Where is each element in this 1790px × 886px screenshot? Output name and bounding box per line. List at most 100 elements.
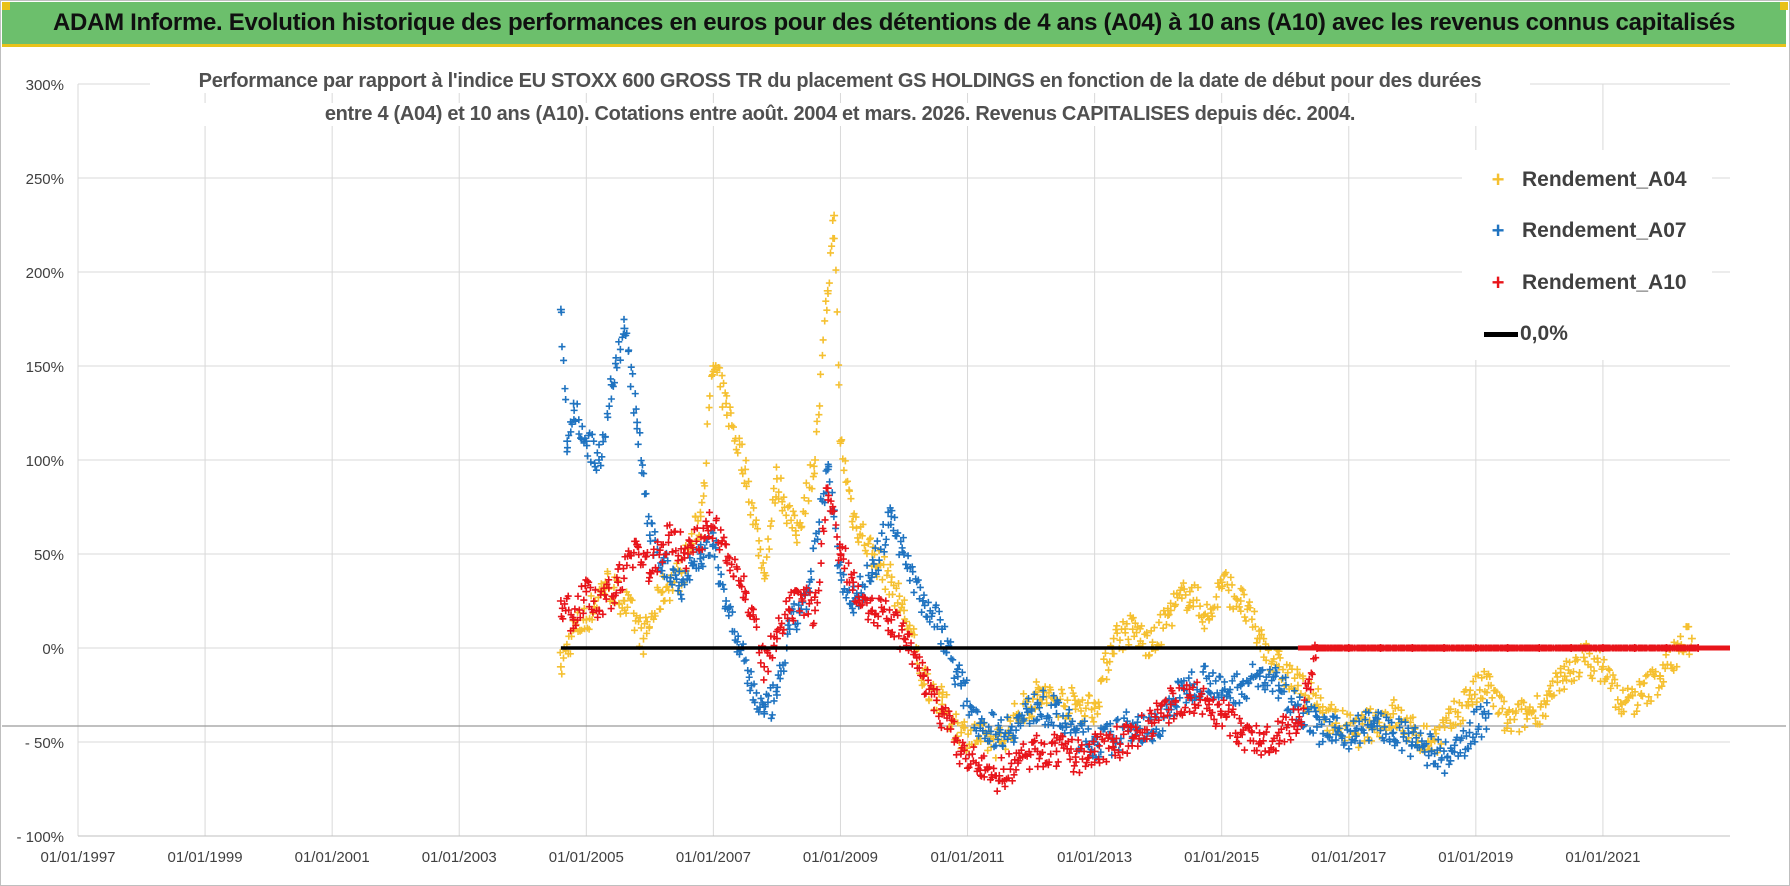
scatter-point-a10 (728, 560, 736, 568)
scatter-point-a04 (813, 417, 821, 425)
scatter-point-a10 (1259, 737, 1267, 745)
scatter-point-a10 (874, 622, 882, 630)
scatter-point-a07 (1223, 692, 1231, 700)
scatter-point-a07 (645, 513, 653, 521)
scatter-point-a04 (1180, 585, 1188, 593)
scatter-point-a04 (1085, 692, 1093, 700)
scatter-point-a10 (642, 552, 650, 560)
scatter-point-a10 (1225, 701, 1233, 709)
scatter-point-a10 (827, 497, 835, 505)
scatter-point-a10 (665, 538, 672, 546)
scatter-point-a04 (1129, 614, 1137, 622)
scatter-point-a04 (881, 585, 889, 593)
scatter-point-a07 (1322, 715, 1330, 723)
scatter-point-a10 (607, 605, 615, 613)
scatter-point-a04 (1232, 595, 1240, 603)
scatter-point-a10 (685, 536, 693, 544)
scatter-point-a07 (706, 551, 714, 559)
scatter-point-a07 (1226, 686, 1234, 694)
scatter-point-a07 (1173, 703, 1181, 711)
data-point-a04 (1166, 606, 1175, 615)
scatter-point-a07 (1206, 680, 1214, 688)
scatter-point-a07 (1427, 732, 1435, 740)
scatter-point-a07 (973, 708, 981, 716)
data-point-a04 (830, 211, 839, 220)
scatter-point-a04 (1498, 693, 1506, 701)
scatter-point-a04 (666, 596, 674, 604)
scatter-point-a10 (1299, 704, 1307, 712)
scatter-point-a04 (884, 567, 892, 575)
data-point-a07 (582, 437, 591, 446)
scatter-point-a04 (1246, 604, 1254, 612)
scatter-point-a07 (1243, 694, 1251, 702)
scatter-point-a04 (1560, 662, 1568, 670)
scatter-point-a07 (1467, 740, 1475, 748)
scatter-point-a10 (1186, 708, 1194, 716)
scatter-point-a04 (889, 590, 897, 598)
scatter-point-a10 (789, 617, 797, 625)
scatter-point-a10 (1164, 711, 1172, 719)
data-point-a04 (556, 662, 565, 671)
scatter-point-a04 (1431, 737, 1439, 745)
data-point-a04 (1332, 719, 1341, 728)
scatter-point-a07 (560, 356, 568, 364)
scatter-point-a10 (821, 516, 829, 524)
y-tick-label: 250% (26, 171, 64, 188)
scatter-point-a07 (1326, 733, 1334, 741)
scatter-point-a10 (933, 686, 941, 694)
scatter-point-a10 (1004, 774, 1012, 782)
scatter-point-a10 (805, 600, 813, 608)
scatter-point-a07 (1008, 723, 1016, 731)
scatter-point-a10 (923, 666, 931, 674)
scatter-point-a04 (1667, 661, 1675, 669)
scatter-point-a04 (1611, 676, 1619, 684)
scatter-point-a10 (921, 690, 929, 698)
scatter-point-a10 (1116, 740, 1124, 748)
data-point-a07 (645, 531, 654, 540)
scatter-point-a04 (772, 463, 780, 471)
scatter-point-a04 (1193, 596, 1201, 604)
legend-item-a07: + Rendement_A07 (1484, 216, 1687, 246)
scatter-point-a07 (1012, 726, 1020, 734)
scatter-point-a10 (1305, 675, 1313, 683)
scatter-point-a10 (803, 584, 811, 592)
data-point-a10 (1166, 700, 1175, 709)
scatter-point-a04 (1507, 727, 1515, 735)
scatter-point-a10 (785, 605, 793, 613)
scatter-point-a07 (972, 727, 980, 735)
scatter-point-a07 (1288, 698, 1296, 706)
scatter-point-a07 (607, 375, 615, 383)
scatter-point-a04 (1212, 593, 1220, 601)
scatter-point-a07 (627, 363, 635, 371)
scatter-point-a04 (892, 584, 900, 592)
scatter-point-a04 (742, 482, 750, 490)
scatter-point-a07 (875, 556, 883, 564)
scatter-point-a10 (701, 534, 709, 542)
scatter-point-a07 (871, 544, 879, 552)
scatter-point-a10 (830, 507, 838, 515)
scatter-point-a07 (1459, 727, 1467, 735)
scatter-point-a04 (1162, 621, 1170, 629)
scatter-point-a10 (1008, 777, 1016, 785)
scatter-point-a04 (1505, 706, 1513, 714)
data-point-a04 (1465, 691, 1474, 699)
scatter-point-a07 (928, 609, 936, 617)
scatter-point-a04 (1250, 607, 1258, 615)
scatter-point-a04 (1130, 632, 1138, 640)
scatter-point-a04 (1670, 666, 1678, 674)
scatter-point-a04 (705, 404, 713, 412)
scatter-point-a04 (633, 612, 641, 620)
scatter-point-a04 (767, 522, 775, 530)
data-point-a04 (722, 399, 731, 408)
scatter-point-a07 (674, 587, 682, 595)
scatter-point-a07 (1065, 706, 1073, 714)
banner-title: ADAM Informe. Evolution historique des p… (52, 9, 1736, 36)
scatter-point-a07 (601, 433, 609, 441)
scatter-point-a04 (637, 624, 645, 632)
scatter-point-a04 (1214, 603, 1222, 611)
scatter-point-a04 (1550, 691, 1558, 699)
scatter-point-a07 (933, 623, 941, 631)
data-point-a04 (1522, 709, 1531, 718)
scatter-point-a07 (857, 589, 865, 597)
scatter-point-a10 (1181, 704, 1189, 712)
